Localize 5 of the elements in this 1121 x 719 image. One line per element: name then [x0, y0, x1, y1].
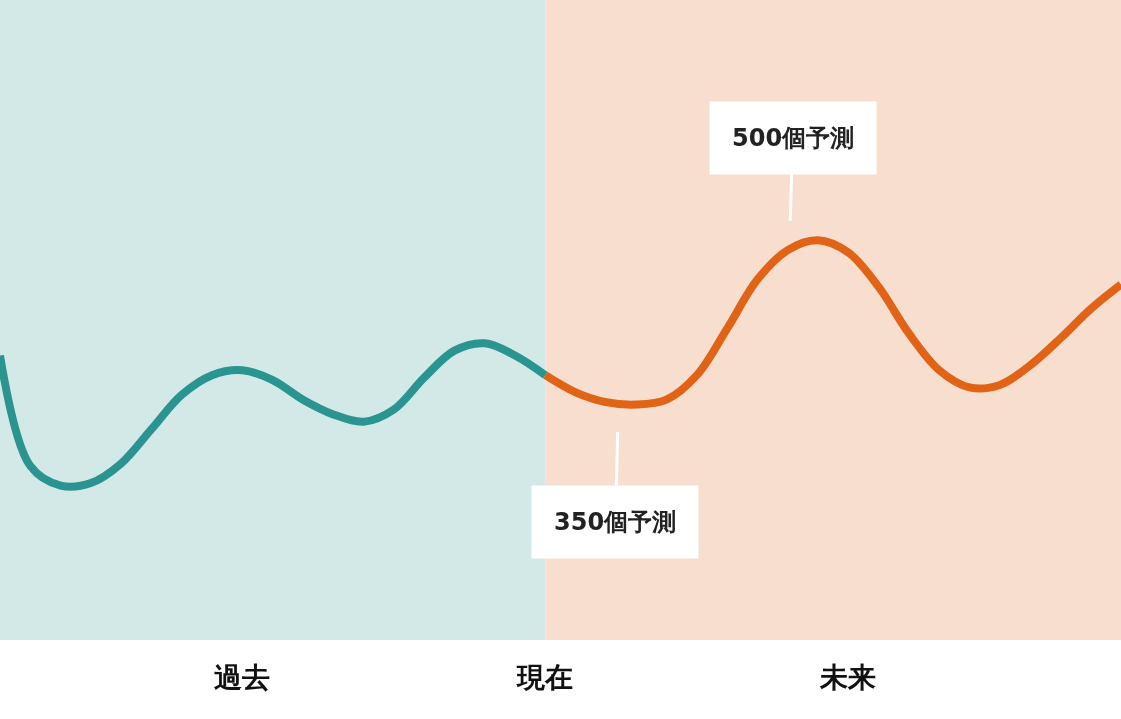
x-tick-label: 過去	[214, 661, 271, 694]
text: 350個予測	[554, 508, 677, 536]
x-tick-label: 現在	[516, 661, 574, 694]
x-tick-label: 未来	[819, 661, 877, 694]
text: 500個予測	[732, 124, 855, 152]
